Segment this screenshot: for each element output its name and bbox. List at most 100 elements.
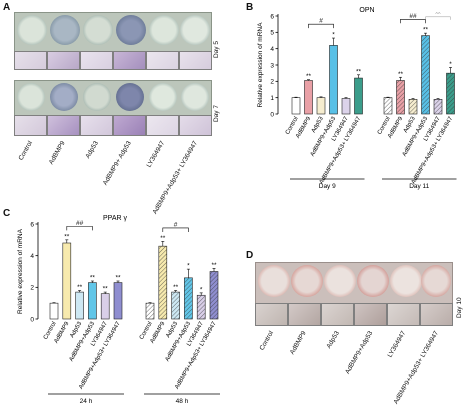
y-tick-label: 2 [270, 79, 274, 86]
well [116, 15, 146, 45]
panel-d-day-label: Day 10 [456, 297, 463, 318]
y-tick-label: 3 [270, 62, 274, 69]
significance-mark: * [200, 286, 203, 293]
well [50, 15, 80, 45]
significance-mark: ** [211, 262, 217, 269]
bar [88, 282, 97, 320]
micrograph [113, 51, 146, 70]
micrograph [47, 51, 80, 70]
significance-bracket [66, 226, 93, 231]
y-tick-label: 2 [30, 285, 34, 292]
group-label: LY364947 [145, 140, 167, 169]
micrograph [14, 51, 47, 70]
chart-title: OPN [359, 7, 374, 14]
well [17, 15, 47, 45]
bar [62, 242, 72, 320]
significance-mark: ** [423, 27, 429, 34]
well [83, 83, 111, 111]
bar [421, 35, 430, 115]
bar [354, 77, 363, 115]
y-tick-label: 1 [270, 95, 274, 102]
bracket-label: ## [76, 220, 84, 227]
significance-mark: * [449, 61, 452, 68]
micrograph [14, 115, 47, 136]
panel-a-micro-day5 [14, 51, 212, 70]
well [421, 265, 451, 297]
micrograph [146, 51, 179, 70]
significance-mark: ** [356, 68, 362, 75]
well [149, 15, 179, 45]
micrograph [113, 115, 146, 136]
y-tick-label: 4 [270, 46, 274, 53]
group-label: Control [17, 140, 35, 162]
group-label: Control [258, 330, 276, 352]
y-tick-label: 5 [270, 30, 274, 37]
y-tick-label: 0 [270, 111, 274, 118]
well [258, 265, 290, 297]
significance-mark: ** [103, 286, 109, 293]
well [180, 15, 210, 45]
bar [184, 277, 193, 320]
panel-a-day5-label: Day 5 [213, 41, 220, 58]
significance-mark: ** [160, 235, 166, 242]
bar [171, 291, 180, 320]
well [50, 83, 78, 111]
well [181, 83, 209, 111]
well [357, 265, 389, 297]
well [83, 15, 113, 45]
y-axis-label: Relative expression of mRNA [257, 22, 264, 108]
panel-a-plate-day7 [14, 80, 212, 116]
significance-mark: ** [398, 71, 404, 78]
well [324, 265, 356, 297]
y-tick-label: 6 [270, 13, 274, 20]
group-label: Adp53 [325, 330, 342, 350]
group-label: 48 h [176, 398, 189, 405]
significance-mark: ** [173, 284, 179, 291]
well [390, 265, 422, 297]
micrograph [387, 303, 420, 326]
group-label: AdBMP9 [289, 330, 309, 356]
significance-bracket [425, 16, 451, 20]
bar [158, 245, 168, 320]
micrograph [47, 115, 80, 136]
significance-mark: ** [90, 275, 96, 282]
bracket-label: ## [409, 13, 417, 20]
y-axis-label: Relative expression of mRNA [17, 228, 24, 314]
significance-mark: ** [306, 73, 312, 80]
bar [49, 302, 59, 320]
bar [113, 282, 123, 320]
bracket-label: # [174, 221, 178, 228]
group-label: 24 h [80, 398, 93, 405]
micrograph [288, 303, 321, 326]
group-label: AdBMP9 [48, 140, 68, 166]
micrograph [354, 303, 387, 326]
bar [291, 97, 301, 115]
group-label: AdBMP9+ Adp53 [102, 140, 134, 187]
significance-mark: * [187, 263, 190, 270]
bar [316, 97, 326, 115]
y-tick-label: 4 [30, 253, 34, 260]
micrograph [255, 303, 288, 326]
bar [304, 80, 313, 115]
group-label: LY364947 [386, 330, 408, 359]
bar [446, 72, 455, 115]
micrograph [146, 115, 179, 136]
bar [145, 302, 155, 320]
micrograph [80, 115, 113, 136]
bar [341, 98, 351, 115]
panel-a-day7-label: Day 7 [213, 105, 220, 122]
panel-c-letter: C [3, 208, 11, 219]
bar [329, 45, 338, 115]
micrograph [80, 51, 113, 70]
significance-bracket [162, 227, 189, 232]
well [149, 83, 177, 111]
bar [196, 294, 206, 320]
chart-title: PPAR γ [103, 215, 127, 222]
significance-mark: ** [115, 275, 121, 282]
group-label: Adp53 [84, 140, 101, 160]
panel-a-letter: A [3, 2, 11, 13]
micrograph [420, 303, 453, 326]
group-label: Day 11 [409, 183, 429, 190]
